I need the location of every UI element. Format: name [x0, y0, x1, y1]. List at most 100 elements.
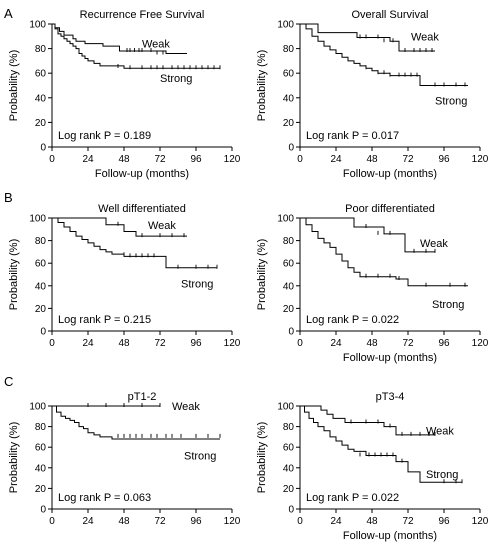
y-axis-label: Probability (%) — [256, 50, 268, 122]
y-tick-label: 0 — [40, 143, 46, 154]
x-tick-label: 48 — [118, 338, 130, 349]
panel-letter-b: B — [4, 190, 13, 205]
log-rank-annotation: Log rank P = 0.022 — [306, 314, 399, 326]
x-tick-label: 0 — [49, 154, 55, 165]
x-tick-label: 96 — [438, 516, 450, 527]
series-label-strong: Strong — [184, 450, 216, 462]
y-tick-label: 100 — [29, 214, 46, 225]
y-tick-label: 100 — [29, 402, 46, 413]
x-tick-label: 24 — [330, 338, 342, 349]
x-axis-label: Follow-up (months) — [343, 352, 437, 364]
x-axis-label: Follow-up (months) — [95, 168, 189, 180]
series-weak-curve — [52, 23, 187, 55]
series-weak-curve — [300, 23, 435, 52]
x-tick-label: 0 — [297, 516, 303, 527]
chart-title: Poor differentiated — [345, 203, 435, 215]
x-tick-label: 120 — [224, 338, 241, 349]
y-tick-label: 20 — [283, 304, 295, 315]
chart-pt1-2: 0 24 48 72 96 120 0 20 40 60 80 100 pT1-2 Probability… — [8, 391, 241, 527]
log-rank-annotation: Log rank P = 0.022 — [306, 492, 399, 504]
log-rank-annotation: Log rank P = 0.215 — [58, 314, 151, 326]
y-tick-label: 80 — [35, 44, 47, 55]
x-tick-label: 72 — [154, 338, 166, 349]
x-tick-label: 72 — [402, 338, 414, 349]
series-strong-curve — [52, 23, 220, 69]
series-strong-curve — [52, 405, 220, 440]
x-tick-label: 96 — [190, 338, 202, 349]
series-weak-curve — [300, 217, 435, 253]
x-tick-label: 0 — [297, 338, 303, 349]
panel-letter-c: C — [4, 374, 13, 389]
y-tick-label: 80 — [35, 422, 47, 433]
y-tick-label: 100 — [277, 20, 294, 31]
series-label-strong: Strong — [426, 469, 458, 481]
log-rank-annotation: Log rank P = 0.063 — [58, 492, 151, 504]
series-weak-curve — [52, 217, 187, 237]
chart-title: Well differentiated — [98, 203, 186, 215]
x-tick-label: 120 — [224, 516, 241, 527]
x-tick-label: 120 — [472, 516, 489, 527]
y-tick-label: 60 — [35, 443, 47, 454]
y-axis-label: Probability (%) — [256, 239, 268, 311]
x-tick-label: 48 — [118, 516, 130, 527]
chart-title: pT3-4 — [376, 391, 405, 403]
y-tick-label: 40 — [35, 93, 47, 104]
series-label-weak: Weak — [142, 39, 170, 51]
x-tick-label: 72 — [402, 154, 414, 165]
y-tick-label: 100 — [29, 20, 46, 31]
x-tick-label: 96 — [190, 154, 202, 165]
x-tick-label: 120 — [472, 338, 489, 349]
chart-title: Overall Survival — [351, 9, 428, 21]
y-tick-label: 0 — [40, 327, 46, 338]
y-axis-label: Probability (%) — [8, 50, 20, 122]
y-tick-label: 40 — [35, 281, 47, 292]
y-tick-label: 20 — [35, 304, 47, 315]
log-rank-annotation: Log rank P = 0.017 — [306, 130, 399, 142]
chart-title: pT1-2 — [128, 391, 157, 403]
series-weak-curve — [300, 405, 435, 436]
x-tick-label: 72 — [154, 516, 166, 527]
chart-well-differentiated: 0 24 48 72 96 120 0 20 40 60 80 100 Well differentia… — [8, 203, 241, 349]
y-tick-label: 60 — [35, 259, 47, 270]
y-tick-label: 40 — [283, 93, 295, 104]
x-axis-label: Follow-up (months) — [343, 168, 437, 180]
chart-poor-differentiated: 0 24 48 72 96 120 0 20 40 60 80 100 Poor differentia… — [256, 203, 489, 364]
panel-letter-a: A — [4, 6, 13, 21]
series-label-strong: Strong — [432, 299, 464, 311]
series-strong-curve — [300, 405, 462, 483]
series-label-weak: Weak — [172, 401, 200, 413]
series-label-weak: Weak — [426, 426, 454, 438]
x-tick-label: 120 — [472, 154, 489, 165]
y-tick-label: 20 — [283, 118, 295, 129]
chart-overall-survival: 0 24 48 72 96 120 0 20 40 60 80 100 Overall Survival… — [256, 9, 489, 180]
series-label-weak: Weak — [411, 31, 439, 43]
y-tick-label: 100 — [277, 402, 294, 413]
series-label-strong: Strong — [181, 279, 213, 291]
series-label-weak: Weak — [148, 220, 176, 232]
y-tick-label: 40 — [283, 463, 295, 474]
x-tick-label: 48 — [118, 154, 130, 165]
y-axis-label: Probability (%) — [8, 422, 20, 494]
series-strong-curve — [300, 23, 468, 86]
series-label-strong: Strong — [160, 73, 192, 85]
x-tick-label: 0 — [49, 338, 55, 349]
x-tick-label: 96 — [438, 154, 450, 165]
chart-recurrence-free-survival: 0 24 48 72 96 120 0 20 40 60 80 100 Recurrence Free … — [8, 9, 241, 180]
x-tick-label: 96 — [438, 338, 450, 349]
y-tick-label: 0 — [288, 505, 294, 516]
x-tick-label: 24 — [82, 154, 94, 165]
y-tick-label: 20 — [35, 118, 47, 129]
x-tick-label: 72 — [154, 154, 166, 165]
y-axis-label: Probability (%) — [256, 422, 268, 494]
y-tick-label: 40 — [35, 463, 47, 474]
chart-title: Recurrence Free Survival — [80, 9, 205, 21]
y-axis-label: Probability (%) — [8, 239, 20, 311]
x-tick-label: 96 — [190, 516, 202, 527]
y-tick-label: 80 — [283, 236, 295, 247]
chart-pt3-4: 0 24 48 72 96 120 0 20 40 60 80 100 pT3-4 Probability… — [256, 391, 489, 542]
series-label-strong: Strong — [435, 95, 467, 107]
x-tick-label: 48 — [366, 338, 378, 349]
y-tick-label: 20 — [283, 484, 295, 495]
x-tick-label: 24 — [82, 516, 94, 527]
